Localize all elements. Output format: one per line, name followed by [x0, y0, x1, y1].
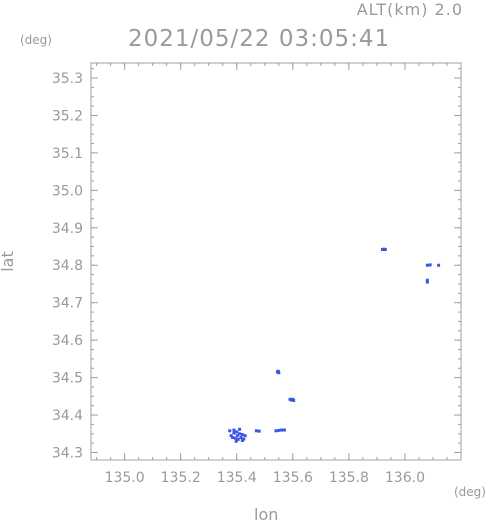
- y-tick-label: 35.1: [52, 146, 83, 162]
- data-point: [228, 429, 232, 433]
- axis-tick-labels: 135.0 135.2 135.4 135.6 135.8 136.0 34.3 34.4 34…: [52, 71, 425, 486]
- y-tick-label: 35.0: [52, 183, 83, 199]
- x-tick-label: 136.0: [385, 470, 425, 486]
- data-point: [240, 439, 244, 443]
- x-tick-label: 135.6: [273, 470, 313, 486]
- y-tick-label: 34.8: [52, 258, 83, 274]
- x-tick-label: 135.8: [329, 470, 369, 486]
- y-tick-label: 35.2: [52, 108, 83, 124]
- data-point: [425, 278, 429, 282]
- data-point: [437, 263, 441, 267]
- data-point: [277, 428, 281, 432]
- altitude-label: ALT(km) 2.0: [356, 0, 463, 19]
- data-point: [383, 248, 387, 252]
- data-points: [228, 247, 441, 443]
- y-axis-unit: (deg): [20, 33, 52, 47]
- x-tick-label: 135.2: [161, 470, 201, 486]
- x-tick-label: 135.4: [217, 470, 257, 486]
- data-point: [232, 431, 236, 435]
- axis-ticks: [91, 63, 461, 460]
- data-point: [231, 436, 235, 440]
- data-point: [243, 434, 247, 438]
- plot-frame: [90, 62, 462, 461]
- data-point: [229, 434, 233, 438]
- x-axis-label: lon: [254, 505, 279, 524]
- y-tick-label: 34.7: [52, 296, 83, 312]
- data-point: [236, 437, 240, 441]
- data-point: [276, 369, 280, 373]
- data-point: [280, 428, 284, 432]
- y-axis-label: lat: [0, 251, 17, 272]
- y-tick-label: 34.9: [52, 221, 83, 237]
- data-point: [240, 433, 244, 437]
- data-point: [235, 430, 239, 434]
- data-point: [235, 434, 239, 438]
- timestamp-title: 2021/05/22 03:05:41: [128, 26, 391, 52]
- data-point: [274, 429, 278, 433]
- y-tick-label: 34.4: [52, 408, 83, 424]
- data-point: [238, 427, 242, 431]
- data-point: [233, 436, 237, 440]
- data-point: [428, 263, 432, 267]
- x-axis-unit: (deg): [454, 485, 486, 499]
- data-point: [232, 428, 236, 432]
- y-tick-label: 34.5: [52, 371, 83, 387]
- data-point: [425, 263, 429, 267]
- data-point: [257, 429, 261, 433]
- x-tick-label: 135.0: [105, 470, 145, 486]
- data-point: [254, 429, 258, 433]
- y-tick-label: 35.3: [52, 71, 83, 87]
- data-point: [282, 428, 286, 432]
- data-point: [425, 280, 429, 284]
- y-tick-label: 34.3: [52, 446, 83, 462]
- data-point: [234, 439, 238, 443]
- data-point: [239, 436, 243, 440]
- data-point: [292, 398, 296, 402]
- data-point: [238, 432, 242, 436]
- y-tick-label: 34.6: [52, 333, 83, 349]
